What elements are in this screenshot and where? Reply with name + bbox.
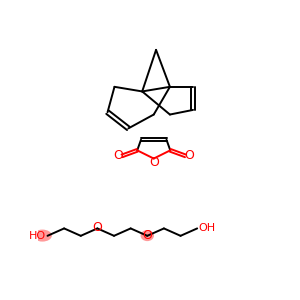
Text: O: O [149,156,159,169]
Text: O: O [185,149,195,162]
Ellipse shape [33,230,52,242]
Ellipse shape [141,230,154,241]
Text: O: O [92,221,102,235]
Text: HO: HO [29,231,46,241]
Text: OH: OH [198,224,215,233]
Text: O: O [142,229,152,242]
Text: O: O [113,149,123,162]
